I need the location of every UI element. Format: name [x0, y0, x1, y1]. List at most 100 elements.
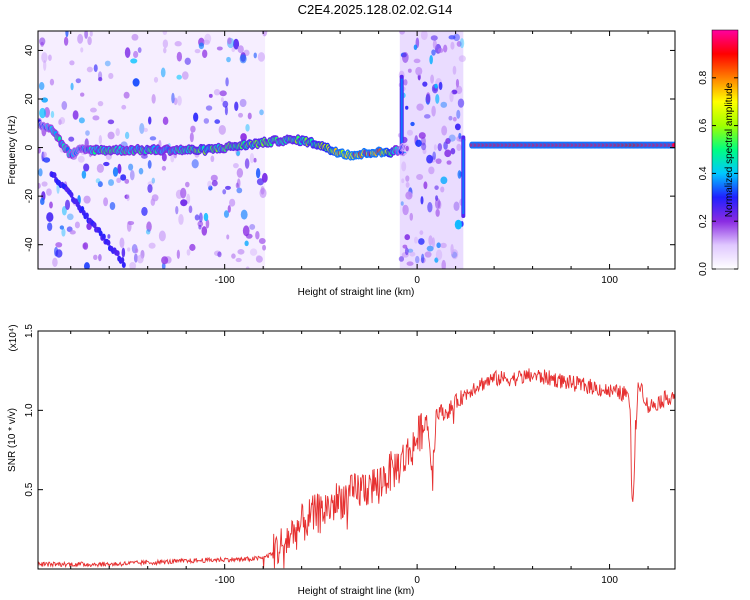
noise-blob — [80, 92, 85, 97]
noise-blob — [415, 139, 422, 147]
noise-blob — [127, 220, 135, 226]
noise-blob — [402, 244, 408, 249]
secondary-track-point — [101, 233, 106, 240]
noise-blob — [174, 41, 182, 47]
noise-blob — [245, 266, 250, 269]
noise-blob — [429, 55, 433, 65]
secondary-track-point — [120, 257, 125, 264]
noise-blob — [49, 78, 55, 86]
noise-blob — [415, 255, 420, 264]
secondary-track-point — [52, 172, 57, 179]
noise-blob — [130, 58, 138, 64]
noise-blob — [401, 178, 405, 184]
noise-blob — [68, 136, 75, 142]
noise-blob — [81, 170, 87, 179]
noise-blob — [70, 82, 74, 91]
noise-blob — [450, 243, 454, 255]
noise-blob — [432, 39, 437, 49]
noise-blob — [158, 230, 166, 242]
noise-blob — [425, 92, 431, 103]
noise-blob — [405, 182, 410, 188]
noise-blob — [52, 257, 58, 268]
noise-blob — [410, 121, 415, 127]
noise-blob — [235, 257, 242, 263]
noise-blob — [178, 213, 184, 225]
noise-blob — [236, 168, 244, 178]
noise-blob — [205, 105, 213, 111]
noise-blob — [131, 33, 139, 41]
noise-blob — [148, 242, 156, 249]
noise-blob — [74, 221, 80, 229]
colorbar: 0.0 0.2 0.4 0.6 0.8 Normalized spectral ampl… — [698, 29, 739, 276]
noise-blob — [223, 210, 230, 218]
noise-blob — [40, 197, 45, 206]
noise-blob — [222, 100, 229, 108]
noise-blob — [225, 185, 231, 190]
noise-blob — [238, 112, 244, 118]
noise-blob — [456, 143, 462, 152]
noise-blob — [443, 44, 448, 53]
noise-blob — [42, 157, 51, 163]
noise-blob — [402, 204, 409, 216]
noise-blob — [93, 254, 98, 261]
noise-blob — [445, 137, 451, 144]
noise-blob — [189, 243, 196, 251]
noise-blob — [435, 249, 443, 261]
colorbar-tick-label: 0.2 — [698, 214, 709, 228]
noise-blob — [205, 219, 210, 229]
noise-blob — [198, 42, 205, 50]
noise-blob — [107, 119, 115, 125]
noise-blob — [75, 78, 82, 84]
noise-blob — [217, 251, 222, 258]
x-tick-label: 0 — [414, 275, 420, 286]
noise-blob — [137, 47, 142, 53]
noise-blob — [437, 143, 443, 152]
noise-blob — [409, 251, 416, 257]
noise-blob — [78, 117, 85, 124]
noise-blob — [216, 46, 223, 51]
noise-blob — [226, 234, 230, 240]
noise-blob — [260, 185, 265, 195]
noise-blob — [136, 254, 144, 264]
noise-blob — [121, 104, 127, 110]
noise-blob — [402, 52, 409, 63]
noise-blob — [444, 149, 452, 158]
noise-blob — [124, 194, 130, 200]
y-tick-label: 0 — [24, 144, 35, 150]
noise-blob — [38, 147, 41, 154]
snr-panel: -100 0 100 0.5 1.0 1.5 (x10⁴) Height of stra… — [7, 324, 676, 597]
x-tick-label: -100 — [215, 575, 235, 586]
noise-blob — [41, 97, 49, 103]
noise-blob — [55, 242, 63, 248]
noise-blob — [55, 249, 63, 258]
noise-blob — [129, 262, 137, 269]
noise-blob — [401, 161, 407, 172]
noise-blob — [404, 234, 411, 241]
noise-blob — [173, 97, 178, 106]
noise-blob — [41, 52, 48, 63]
noise-blob — [449, 91, 454, 103]
noise-blob — [227, 37, 232, 45]
noise-blob — [161, 256, 169, 265]
noise-blob — [98, 134, 103, 145]
spectrogram-x-axis-label: Height of straight line (km) — [298, 287, 415, 298]
noise-blob — [262, 244, 267, 251]
noise-blob — [259, 187, 267, 199]
noise-blob — [213, 89, 221, 96]
noise-blob — [126, 193, 130, 202]
noise-blob — [237, 45, 244, 54]
noise-blob — [406, 129, 413, 136]
noise-blob — [239, 98, 247, 108]
noise-blob — [420, 31, 428, 41]
noise-blob — [48, 54, 52, 61]
noise-blob — [87, 36, 92, 46]
noise-blob — [176, 249, 180, 259]
noise-blob — [234, 101, 239, 112]
noise-blob — [418, 238, 425, 245]
noise-blob — [180, 187, 187, 199]
spectrogram-panel: -100 0 100 -40 -20 0 20 40 Height of straight … — [7, 30, 676, 298]
noise-blob — [227, 205, 231, 213]
y-tick-label: 40 — [24, 44, 35, 56]
noise-blob — [435, 208, 440, 217]
